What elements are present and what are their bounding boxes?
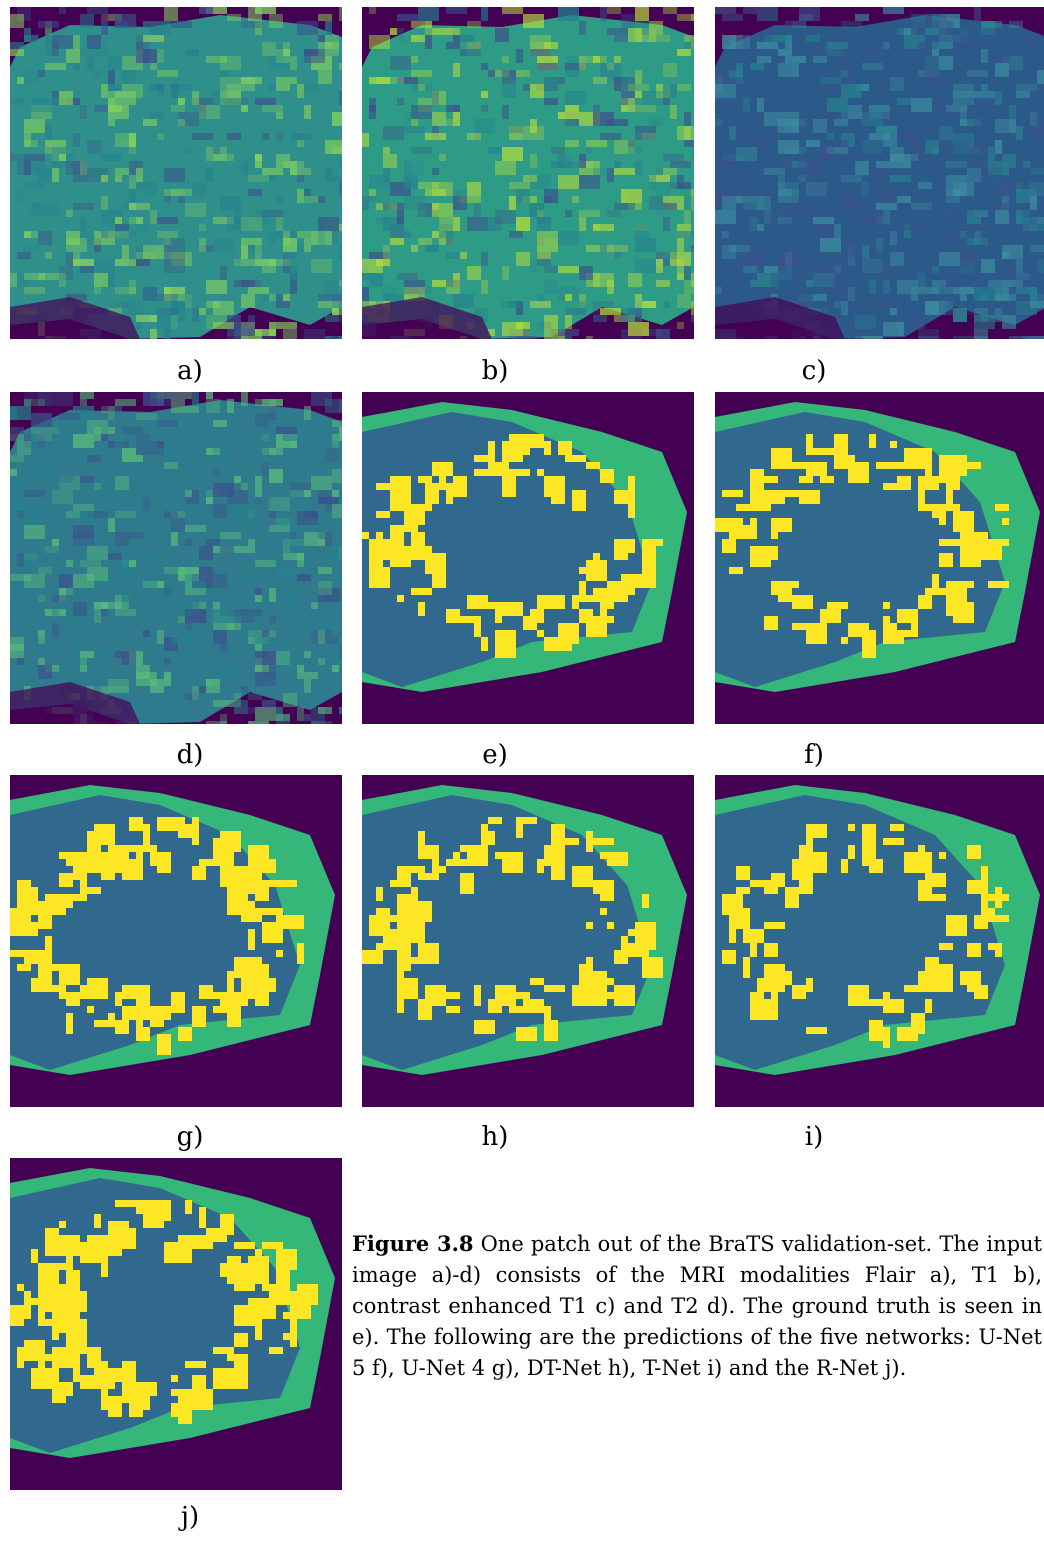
ground-truth-segmentation [362,392,694,724]
caption-text: One patch out of the BraTS validation-se… [352,1232,1043,1380]
panel-f [715,392,1044,724]
panel-i [715,775,1044,1107]
panel-a [10,7,342,339]
panel-h [362,775,694,1107]
panel-b [362,7,694,339]
mri-t1-image [362,7,694,339]
figure-number: Figure 3.8 [352,1231,474,1256]
label-d: d) [176,740,204,770]
mri-t2-image [10,392,342,724]
figure-caption: Figure 3.8 One patch out of the BraTS va… [352,1228,1042,1384]
label-a: a) [177,356,203,386]
label-h: h) [481,1122,509,1152]
dtnet-prediction [362,775,694,1107]
panel-e [362,392,694,724]
panel-g [10,775,342,1107]
label-j: j) [180,1502,200,1532]
mri-t1ce-image [715,7,1044,339]
label-i: i) [804,1122,824,1152]
panel-d [10,392,342,724]
label-e: e) [482,740,508,770]
panel-j [10,1158,342,1490]
rnet-prediction [10,1158,342,1490]
label-c: c) [801,356,827,386]
panel-c [715,7,1044,339]
mri-flair-image [10,7,342,339]
unet5-prediction [715,392,1044,724]
tnet-prediction [715,775,1044,1107]
unet4-prediction [10,775,342,1107]
label-f: f) [804,740,824,770]
label-b: b) [481,356,509,386]
label-g: g) [176,1122,204,1152]
